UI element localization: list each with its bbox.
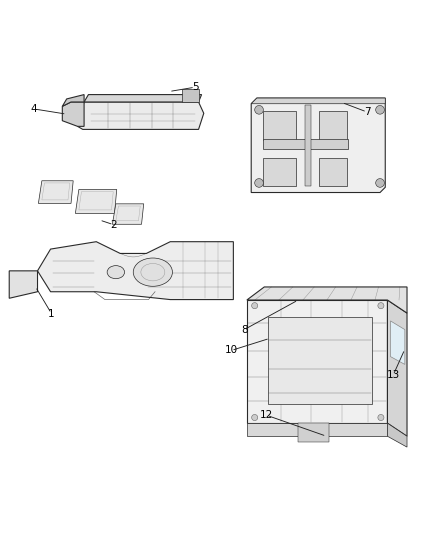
Polygon shape [247,300,388,423]
Ellipse shape [107,265,124,279]
Circle shape [254,179,263,187]
Circle shape [252,415,258,421]
Circle shape [376,106,385,114]
Polygon shape [268,317,372,403]
Text: 2: 2 [110,220,117,230]
Polygon shape [39,181,73,204]
Polygon shape [298,423,328,442]
Polygon shape [62,102,84,126]
Polygon shape [113,204,144,224]
Ellipse shape [133,258,173,286]
Circle shape [376,179,385,187]
Text: 1: 1 [48,309,55,319]
Text: 5: 5 [192,82,198,92]
Polygon shape [319,111,347,140]
Polygon shape [84,94,201,102]
Text: 8: 8 [241,325,247,335]
Polygon shape [75,189,117,213]
Text: 10: 10 [225,345,238,356]
Polygon shape [251,98,385,104]
Polygon shape [388,300,407,436]
Polygon shape [38,241,233,300]
Polygon shape [247,287,407,313]
Text: 12: 12 [260,410,273,421]
Polygon shape [319,158,347,187]
Polygon shape [251,98,385,192]
Text: 4: 4 [31,104,37,114]
Polygon shape [305,104,311,187]
Polygon shape [62,94,84,107]
Polygon shape [388,423,407,447]
Polygon shape [263,158,296,187]
Polygon shape [78,102,204,130]
Circle shape [254,106,263,114]
Circle shape [252,303,258,309]
Polygon shape [263,139,348,149]
Circle shape [378,303,384,309]
Polygon shape [247,423,388,436]
Polygon shape [9,271,38,298]
Polygon shape [391,321,405,365]
Polygon shape [182,89,198,102]
Polygon shape [263,111,296,140]
Circle shape [378,415,384,421]
Text: 7: 7 [364,107,370,117]
Text: 13: 13 [386,370,400,381]
